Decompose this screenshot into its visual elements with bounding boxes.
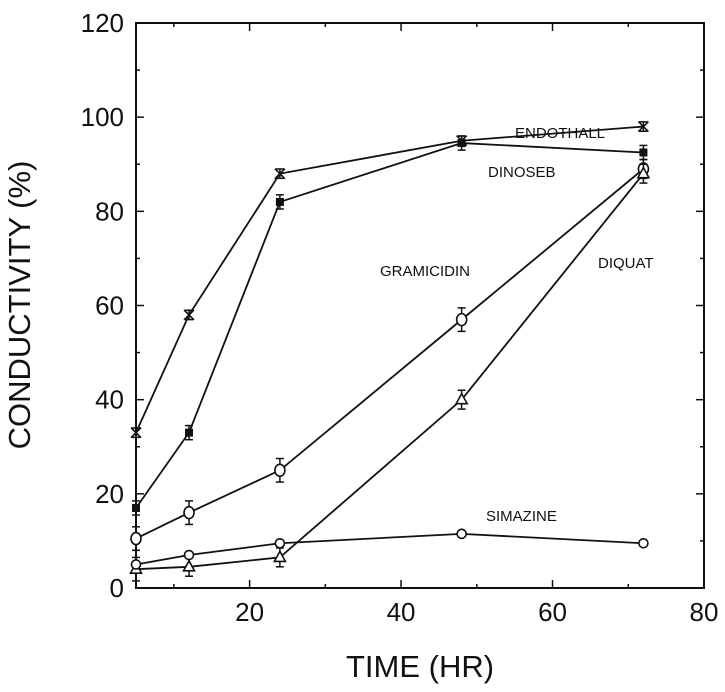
y-tick-label: 120 [81,8,124,38]
data-point [183,309,195,321]
y-axis-label: CONDUCTIVITY (%) [2,161,37,450]
point-stroke [183,309,195,321]
x-tick-label: 40 [387,597,416,627]
y-tick-label: 40 [95,385,124,415]
data-point [274,168,286,180]
data-point [130,531,142,546]
y-tick-label: 100 [81,102,124,132]
data-point [454,392,469,405]
data-point [130,559,142,570]
x-tick-label: 60 [538,597,567,627]
series-label-simazine: SIMAZINE [486,508,557,525]
series-line-dinoseb [135,142,644,509]
series-line-simazine [135,532,644,566]
series-dinoseb [132,135,648,516]
series-diquat [129,163,651,582]
point-stroke [130,427,142,439]
x-tick-label: 80 [690,597,719,627]
y-tick-label: 20 [95,479,124,509]
data-point [274,537,286,549]
data-point [182,559,196,572]
point-stroke [637,121,649,133]
x-axis-label: TIME (HR) [346,649,494,684]
data-point [273,549,287,563]
x-tick-label: 20 [235,597,264,627]
data-point [275,197,284,206]
plot-frame [135,22,705,589]
data-point [274,463,286,478]
series-gramicidin [130,158,650,552]
data-point [183,505,195,520]
data-point [456,528,467,540]
series-label-endothall: ENDOTHALL [515,125,605,142]
data-point [132,503,140,512]
data-point [455,312,468,327]
data-point [130,427,142,439]
data-point [457,139,466,148]
axis-ticks: 0 20 40 60 80 100 120 20 40 60 80 [81,8,719,627]
data-point [639,148,648,157]
series-label-gramicidin: GRAMICIDIN [380,263,470,280]
data-point [185,428,194,437]
series-label-diquat: DIQUAT [598,255,654,272]
data-point [637,121,649,133]
series-label-dinoseb: DINOSEB [488,164,556,181]
series-simazine [130,528,649,570]
data-point [636,166,651,179]
data-point [183,549,195,561]
series-line-gramicidin [135,168,644,540]
y-tick-label: 60 [95,291,124,321]
point-stroke [274,168,286,180]
y-tick-label: 0 [110,573,124,603]
y-tick-label: 80 [95,196,124,226]
series-layer [129,121,651,582]
label-layer: TIME (HR) CONDUCTIVITY (%) ENDOTHALL DIN… [2,125,654,684]
data-point [638,537,649,549]
